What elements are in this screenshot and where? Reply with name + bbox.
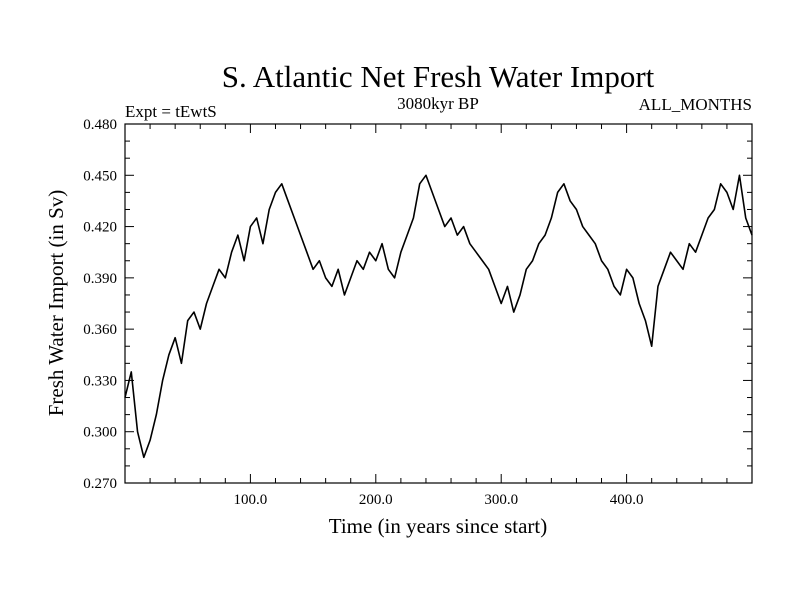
y-tick-label: 0.480: [83, 117, 117, 133]
chart-subtitle-right: ALL_MONTHS: [639, 95, 752, 114]
y-tick-label: 0.300: [83, 425, 117, 441]
x-tick-label: 100.0: [234, 492, 268, 508]
series-line-0: [124, 174, 753, 459]
plot-frame: [124, 123, 753, 484]
x-axis-label: Time (in years since start): [329, 514, 548, 538]
y-tick-label: 0.420: [83, 220, 117, 236]
chart-subtitle-left: Expt = tEwtS: [125, 102, 217, 121]
y-tick-label: 0.330: [83, 373, 117, 389]
ticks-layer: 0.270 0.300 0.330 0.360 0.390 0.420 0.450 0.480…: [83, 117, 753, 508]
y-axis-label: Fresh Water Import (in Sv): [44, 190, 68, 417]
plot-layer: [124, 174, 753, 459]
y-tick-label: 0.390: [83, 271, 117, 287]
chart-subtitle-center: 3080kyr BP: [397, 94, 479, 113]
y-tick-label: 0.270: [83, 476, 117, 492]
chart-title: S. Atlantic Net Fresh Water Import: [222, 59, 655, 94]
x-tick-label: 200.0: [359, 492, 393, 508]
x-tick-label: 300.0: [484, 492, 518, 508]
y-tick-label: 0.450: [83, 168, 117, 184]
y-tick-label: 0.360: [83, 322, 117, 338]
x-tick-label: 400.0: [610, 492, 644, 508]
